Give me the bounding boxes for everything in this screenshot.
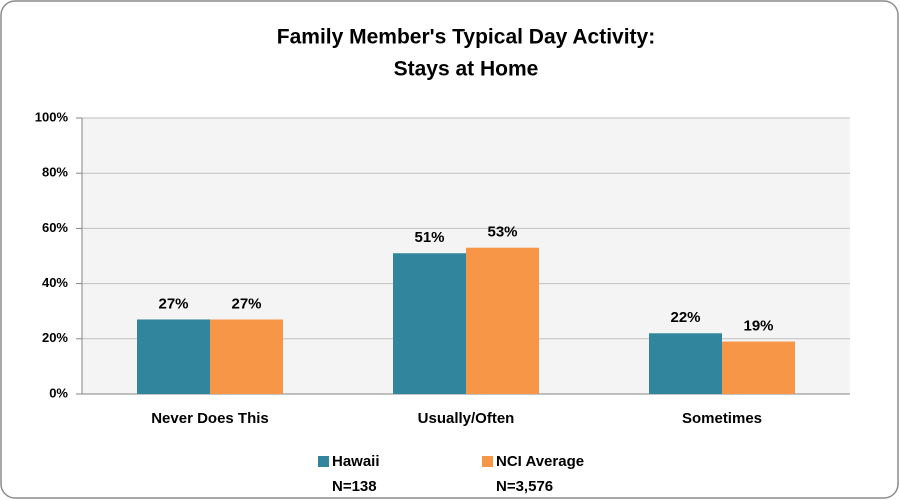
- legend-label: Hawaii: [332, 453, 380, 470]
- chart-title: Family Member's Typical Day Activity:: [277, 26, 655, 49]
- legend-n-label: N=138: [332, 478, 377, 495]
- bar: [210, 319, 283, 394]
- chart-title: Stays at Home: [394, 58, 539, 81]
- y-tick-label: 40%: [42, 275, 68, 290]
- y-tick-label: 80%: [42, 165, 68, 180]
- value-label: 53%: [487, 224, 517, 241]
- value-label: 51%: [414, 229, 444, 246]
- bar: [137, 319, 210, 394]
- y-tick-label: 60%: [42, 220, 68, 235]
- bar: [722, 341, 795, 394]
- x-tick-label: Sometimes: [682, 410, 762, 427]
- value-label: 27%: [158, 295, 188, 312]
- x-tick-label: Usually/Often: [418, 410, 515, 427]
- y-tick-label: 0%: [49, 385, 68, 400]
- legend-swatch: [318, 456, 329, 467]
- bar: [393, 253, 466, 394]
- x-tick-label: Never Does This: [151, 410, 269, 427]
- legend-n-label: N=3,576: [496, 478, 553, 495]
- legend-label: NCI Average: [496, 453, 584, 470]
- value-label: 19%: [743, 318, 773, 335]
- legend-swatch: [482, 456, 493, 467]
- value-label: 27%: [231, 295, 261, 312]
- bar: [466, 247, 539, 394]
- y-tick-label: 100%: [35, 109, 69, 124]
- y-tick-label: 20%: [42, 330, 68, 345]
- value-label: 22%: [670, 309, 700, 326]
- bar: [649, 333, 722, 394]
